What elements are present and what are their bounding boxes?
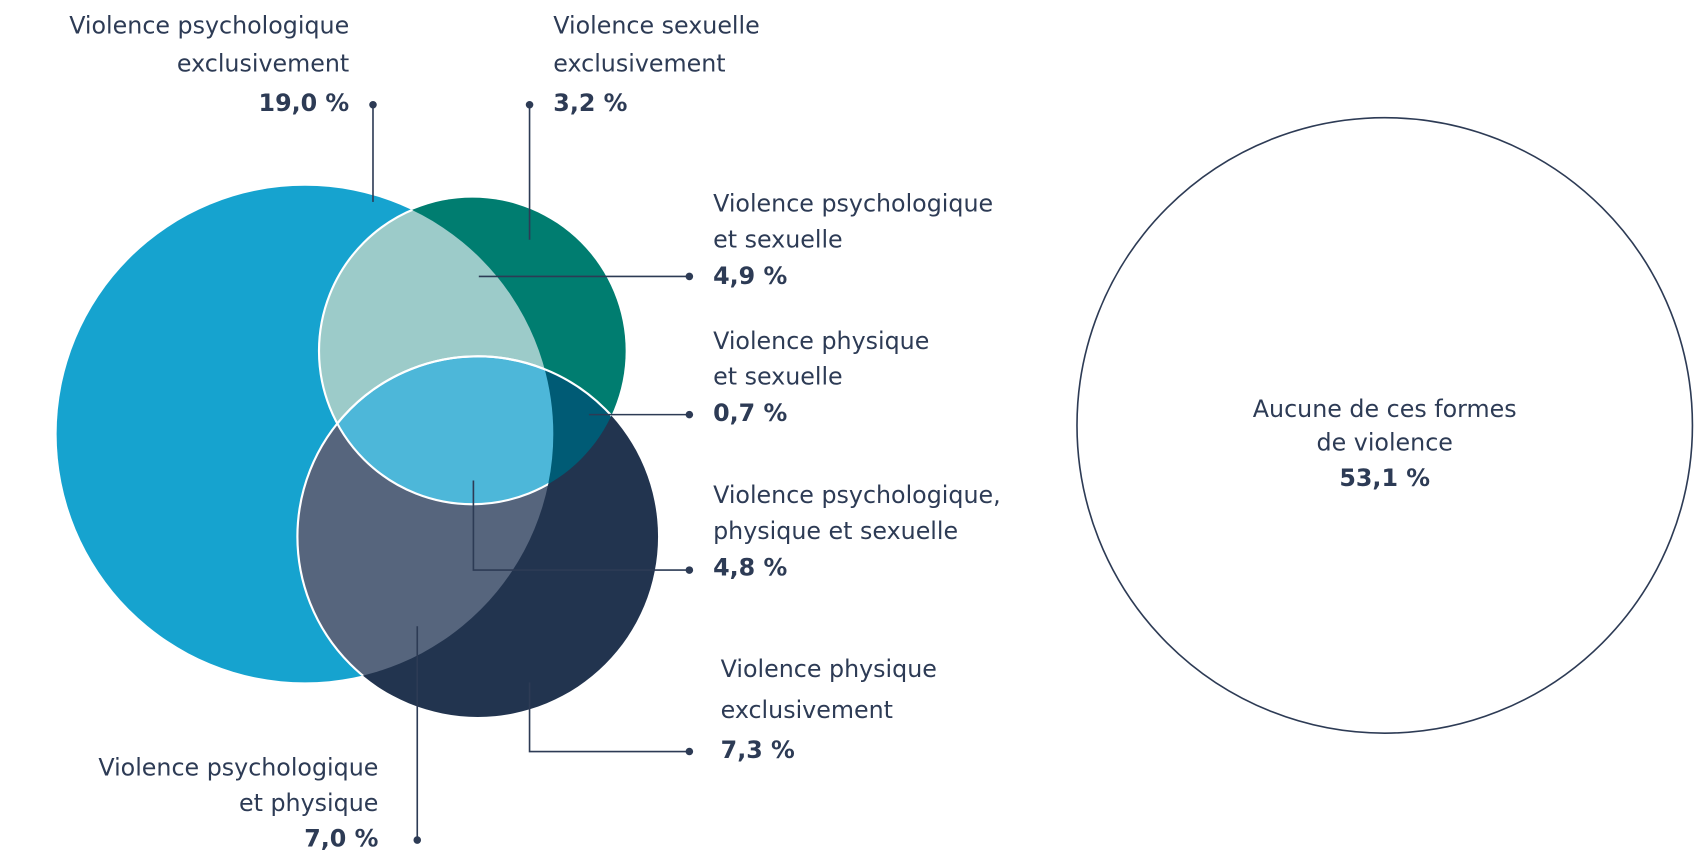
all-three bbox=[319, 356, 554, 505]
region-label: et physique bbox=[239, 789, 378, 817]
region-value: 0,7 % bbox=[713, 399, 787, 427]
leader-line bbox=[472, 480, 690, 571]
leader-dot bbox=[413, 836, 422, 844]
region-label: exclusivement bbox=[721, 696, 893, 724]
none-circle bbox=[1076, 116, 1694, 734]
region-label: exclusivement bbox=[553, 49, 725, 77]
region-label: exclusivement bbox=[177, 49, 349, 77]
none-label: de violence bbox=[1317, 428, 1453, 456]
region-label: et sexuelle bbox=[713, 362, 843, 390]
leader-line bbox=[528, 682, 690, 753]
region-label: Violence physique bbox=[713, 327, 929, 355]
region-value: 7,0 % bbox=[304, 825, 378, 853]
region-label: Violence psychologique bbox=[69, 11, 349, 39]
region-label: Violence sexuelle bbox=[553, 11, 759, 39]
region-value: 7,3 % bbox=[721, 736, 795, 764]
region-label: Violence psychologique bbox=[98, 753, 378, 781]
region-label: Violence psychologique, bbox=[713, 481, 1001, 509]
region-value: 19,0 % bbox=[259, 89, 350, 117]
labels: Violence psychologique exclusivement 19,0 … bbox=[69, 11, 1516, 852]
leader-dot bbox=[369, 100, 377, 109]
leader-dot bbox=[685, 747, 694, 756]
leader-dot bbox=[685, 272, 694, 281]
none-value: 53,1 % bbox=[1339, 464, 1430, 492]
leader-dot bbox=[685, 410, 694, 419]
region-value: 3,2 % bbox=[553, 89, 627, 117]
leader-dot bbox=[525, 100, 534, 109]
region-label: Violence physique bbox=[721, 655, 937, 683]
region-label: Violence psychologique bbox=[713, 190, 993, 218]
none-label: Aucune de ces formes bbox=[1253, 395, 1517, 423]
region-value: 4,8 % bbox=[713, 554, 787, 582]
region-value: 4,9 % bbox=[713, 262, 787, 290]
region-label: physique et sexuelle bbox=[713, 517, 958, 545]
leader-dot bbox=[685, 566, 694, 574]
region-label: et sexuelle bbox=[713, 225, 843, 253]
